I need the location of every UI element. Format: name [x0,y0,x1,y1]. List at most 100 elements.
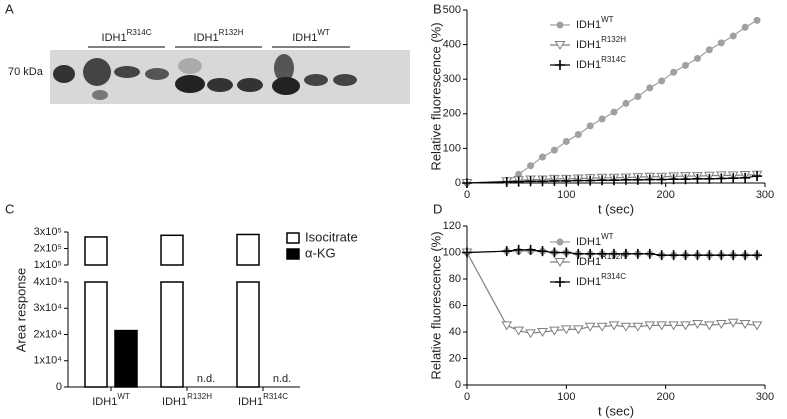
point [632,322,644,332]
legend-marker [556,21,564,29]
point [752,250,763,261]
y-tick-label: 2x10⁵ [34,242,62,254]
x-tick-label: 100 [557,391,575,403]
point [525,244,536,255]
x-tick-label: 200 [656,391,674,403]
y-tick-label: 0 [455,379,461,391]
label-sup: R314C [263,392,288,401]
point [609,248,620,259]
point [573,175,584,186]
y-tick-label: 1x10⁴ [33,355,62,367]
point [644,321,656,331]
point [513,244,524,255]
point [561,175,572,186]
point [597,248,608,259]
y-tick-label: 20 [449,352,461,364]
label-main: IDH1 [238,396,263,408]
label-main: IDH1 [576,19,601,31]
point [693,54,701,62]
point [550,146,558,154]
panel-label: D [433,201,442,216]
label-main: IDH1 [576,39,601,51]
series-line [466,252,758,334]
point [739,320,751,330]
y-tick-label: 0 [455,177,461,189]
point [646,84,654,92]
point [705,46,713,54]
point [562,137,570,145]
point [610,108,618,116]
x-tick-label: IDH1R314C [238,392,288,408]
label-main: IDH1 [576,276,601,288]
point [561,247,572,258]
size-marker: 70 kDa [8,66,44,78]
legend-marker [555,60,565,70]
point [728,250,739,261]
point [622,99,630,107]
point [680,321,691,331]
y-tick-label: 4x10⁴ [33,276,62,288]
panel-label: B [433,1,442,16]
point [715,320,727,330]
label-main: IDH1 [102,32,127,44]
y-tick-label: 3x10⁵ [34,226,62,238]
point [692,173,703,184]
point [501,321,513,331]
point [670,68,678,76]
label-sup: R132H [187,392,212,401]
point [573,248,584,259]
point [586,122,594,130]
label-main: IDH1 [576,59,601,71]
bar-upper [84,236,108,266]
point [501,246,512,257]
point [585,175,596,186]
legend-marker [555,277,565,287]
point [609,175,620,186]
label-main: IDH1 [292,32,317,44]
bar-upper [160,234,184,266]
point [585,248,596,259]
legend-label: IDH1WT [576,232,614,248]
x-tick-label: 300 [756,391,774,403]
point [704,173,715,184]
point [741,23,749,31]
series-line [466,19,758,184]
point [716,173,727,184]
point [549,175,560,186]
point [740,250,751,261]
point [515,170,523,178]
point [632,174,643,185]
point [717,39,725,47]
blot-image [50,50,410,104]
point [549,247,560,258]
point [537,328,548,337]
y-tick-label: 120 [443,220,461,232]
legend-label: IDH1R314C [576,272,626,288]
bar [160,281,184,388]
point [525,329,536,339]
y-tick-label: 300 [443,73,461,85]
label-main: IDH1 [194,32,219,44]
legend-marker [554,258,566,267]
x-tick-label: 200 [656,189,674,201]
legend-marker [554,41,566,50]
point [680,250,691,261]
y-axis-label: Area response [13,268,28,353]
point [668,174,679,185]
point [596,322,608,332]
point [692,320,703,330]
bar [114,329,138,388]
point [656,250,667,261]
y-tick-label: 0 [56,381,62,393]
y-tick-label: 500 [443,4,461,16]
bar-upper [236,233,260,266]
x-tick-label: 0 [464,189,470,201]
point [527,162,535,170]
y-tick-label: 2x10⁴ [33,328,62,340]
panel-label: A [5,1,14,16]
point [740,172,751,183]
point [598,115,606,123]
legend-label: IDH1R314C [576,55,626,71]
y-tick-label: 100 [443,246,461,258]
x-tick-label: IDH1WT [92,392,130,408]
